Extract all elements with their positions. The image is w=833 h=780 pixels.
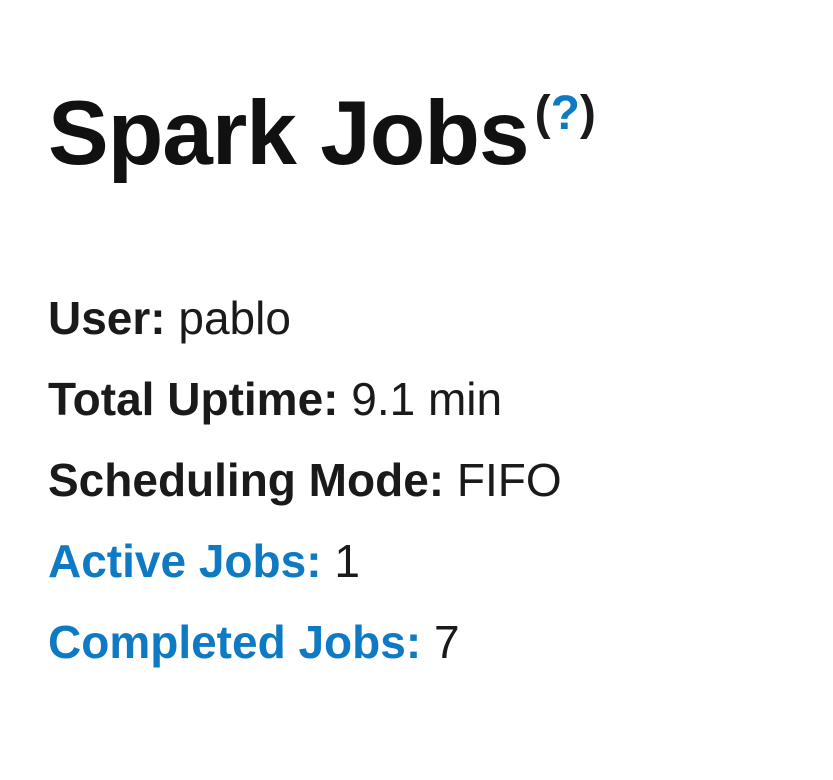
summary-label-user: User: bbox=[48, 292, 166, 344]
summary-row-total-uptime: Total Uptime: 9.1 min bbox=[48, 359, 788, 440]
job-summary-list: User: pablo Total Uptime: 9.1 min Schedu… bbox=[48, 278, 788, 683]
summary-value-total-uptime: 9.1 min bbox=[351, 373, 503, 425]
summary-label-total-uptime: Total Uptime: bbox=[48, 373, 339, 425]
summary-row-user: User: pablo bbox=[48, 278, 788, 359]
summary-label-scheduling-mode: Scheduling Mode: bbox=[48, 454, 445, 506]
question-mark-icon: ? bbox=[550, 86, 580, 140]
active-jobs-link[interactable]: Active Jobs: bbox=[48, 535, 322, 587]
page-title: Spark Jobs (?) bbox=[48, 88, 596, 179]
summary-value-active-jobs: 1 bbox=[334, 535, 360, 587]
help-icon[interactable]: (?) bbox=[535, 87, 596, 140]
completed-jobs-link[interactable]: Completed Jobs: bbox=[48, 616, 422, 668]
summary-value-completed-jobs: 7 bbox=[433, 616, 460, 668]
summary-value-user: pablo bbox=[178, 292, 291, 344]
summary-row-scheduling-mode: Scheduling Mode: FIFO bbox=[48, 440, 788, 521]
top-divider bbox=[0, 28, 833, 29]
summary-row-active-jobs[interactable]: Active Jobs: 1 bbox=[48, 521, 788, 602]
page-title-text: Spark Jobs bbox=[48, 83, 530, 184]
help-close-paren: ) bbox=[579, 86, 596, 140]
help-open-paren: ( bbox=[534, 86, 551, 140]
summary-value-scheduling-mode: FIFO bbox=[456, 454, 562, 506]
summary-row-completed-jobs[interactable]: Completed Jobs: 7 bbox=[48, 602, 788, 683]
